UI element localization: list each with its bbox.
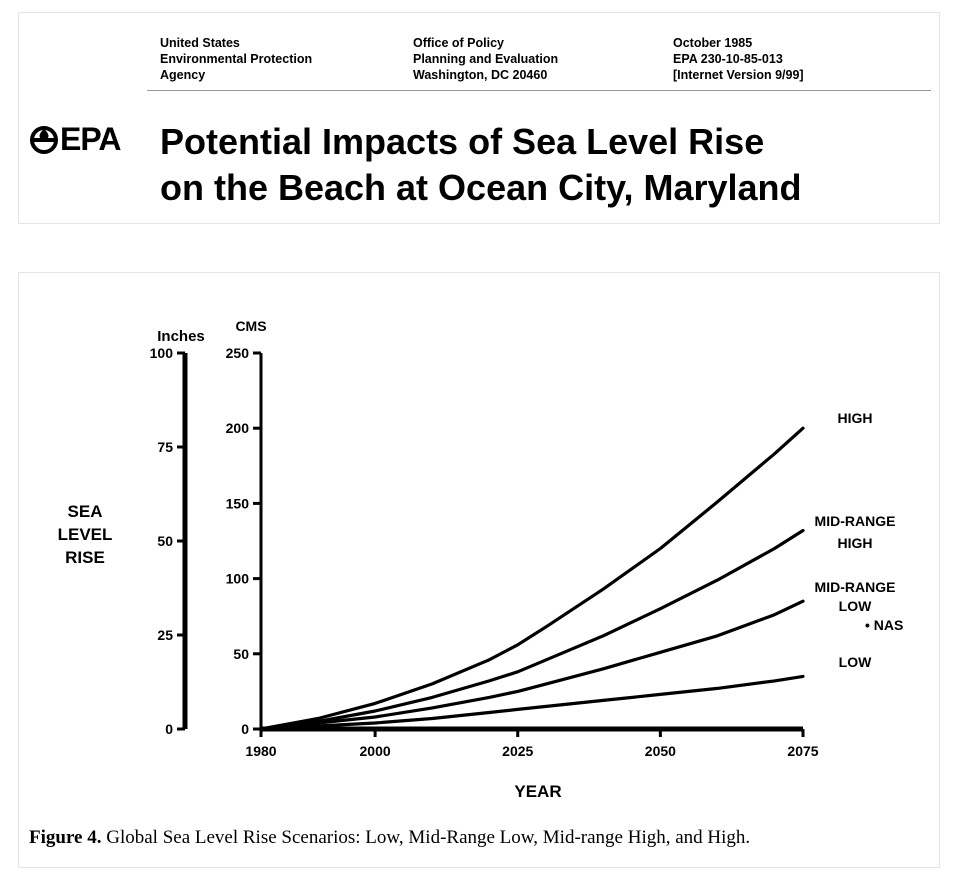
y-axis-label: SEA	[68, 502, 103, 521]
figure-caption: Figure 4. Global Sea Level Rise Scenario…	[29, 827, 750, 849]
version-line: [Internet Version 9/99]	[673, 68, 804, 82]
document-title: Potential Impacts of Sea Level Rise on t…	[160, 119, 802, 211]
series-label: HIGH	[838, 410, 873, 426]
title-line: Potential Impacts of Sea Level Rise	[160, 121, 765, 162]
epa-logo-text: EPA	[60, 121, 121, 157]
inches-tick-label: 0	[165, 721, 173, 737]
figure-panel: 0 25 50 75 100 Inches 0 50 100 150 200 250 CMS 1980 20…	[18, 272, 940, 868]
epa-flower-icon	[30, 125, 58, 154]
y-axis-label: LEVEL	[58, 525, 113, 544]
nas-annotation: • NAS	[865, 617, 903, 633]
x-tick-label: 2025	[502, 743, 533, 759]
series-label: LOW	[839, 654, 872, 670]
office-line: Planning and Evaluation	[413, 52, 559, 66]
figure-label: Figure 4.	[29, 827, 102, 848]
cm-tick-label: 100	[226, 571, 250, 587]
inches-tick-label: 75	[157, 439, 173, 455]
cm-tick-label: 200	[226, 420, 250, 436]
report-header: United States Environmental Protection A…	[18, 12, 940, 224]
cm-tick-label: 250	[226, 345, 250, 361]
caption-text: Global Sea Level Rise Scenarios: Low, Mi…	[101, 827, 751, 848]
series-label: HIGH	[838, 535, 873, 551]
inches-tick-label: 100	[150, 345, 174, 361]
series-label: MID-RANGE	[815, 579, 896, 595]
office-line: Office of Policy	[413, 36, 504, 50]
inches-tick-label: 25	[157, 627, 173, 643]
y-axis-label: RISE	[65, 548, 105, 567]
header-divider	[147, 90, 931, 91]
x-tick-label: 1980	[245, 743, 276, 759]
office-line: Washington, DC 20460	[413, 68, 548, 82]
x-tick-label: 2050	[645, 743, 676, 759]
cm-tick-label: 150	[226, 495, 250, 511]
agency-block: United States Environmental Protection A…	[160, 35, 312, 83]
office-block: Office of Policy Planning and Evaluation…	[413, 35, 558, 83]
x-tick-label: 2075	[787, 743, 818, 759]
report-number: EPA 230-10-85-013	[673, 52, 783, 66]
series-label: MID-RANGE	[815, 513, 896, 529]
date-block: October 1985 EPA 230-10-85-013 [Internet…	[673, 35, 804, 83]
agency-line: United States	[160, 36, 240, 50]
cm-axis-unit: CMS	[235, 318, 266, 334]
agency-line: Environmental Protection	[160, 52, 313, 66]
inches-tick-label: 50	[157, 533, 173, 549]
date-line: October 1985	[673, 36, 753, 50]
cm-tick-label: 0	[241, 721, 249, 737]
series-label: LOW	[839, 598, 872, 614]
cm-tick-label: 50	[233, 646, 249, 662]
x-axis-label: YEAR	[514, 782, 561, 801]
agency-line: Agency	[160, 68, 206, 82]
x-tick-label: 2000	[360, 743, 391, 759]
series-line	[259, 674, 805, 731]
epa-logo: EPA	[29, 121, 121, 158]
series-line	[259, 599, 805, 731]
series-line	[259, 426, 805, 731]
inches-axis-unit: Inches	[157, 328, 205, 345]
title-line: on the Beach at Ocean City, Maryland	[160, 167, 802, 208]
series-line	[259, 528, 805, 731]
